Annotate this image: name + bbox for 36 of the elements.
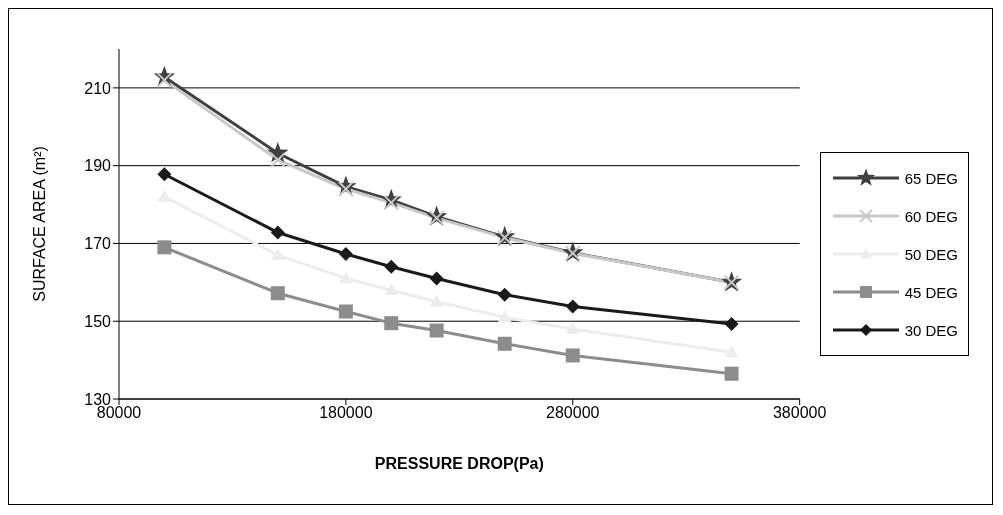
legend-label: 65 DEG: [904, 169, 958, 187]
point: [565, 322, 580, 334]
point: [338, 304, 353, 319]
point: [384, 316, 399, 331]
legend-label: 50 DEG: [904, 245, 958, 263]
point: [565, 348, 580, 363]
point: [338, 246, 353, 261]
point: [270, 286, 285, 301]
y-axis-title: SURFACE AREA (m²): [30, 146, 48, 302]
point: [565, 299, 580, 314]
x-axis-title: PRESSURE DROP(Pa): [374, 455, 544, 472]
point: [383, 194, 400, 211]
point: [157, 167, 172, 182]
x-tick-label: 380000: [772, 404, 827, 422]
y-tick-label: 150: [84, 312, 112, 330]
point: [497, 310, 512, 323]
point: [429, 323, 444, 338]
y-tick-label: 210: [84, 79, 112, 97]
point: [724, 316, 739, 331]
legend-label: 30 DEG: [904, 321, 958, 339]
x-tick-label: 180000: [319, 404, 373, 422]
point: [428, 210, 445, 227]
point: [384, 259, 399, 274]
point: [156, 72, 173, 89]
x-tick-label: 80000: [96, 404, 142, 422]
point: [157, 240, 172, 255]
y-tick-label: 170: [84, 235, 112, 253]
point: [497, 336, 512, 351]
point: [270, 225, 285, 240]
y-tick-label: 190: [84, 157, 112, 175]
point: [497, 287, 512, 302]
legend-label: 45 DEG: [904, 283, 958, 301]
point: [429, 271, 444, 286]
legend-label: 60 DEG: [904, 207, 958, 225]
x-tick-label: 280000: [546, 404, 600, 422]
point: [724, 366, 739, 381]
